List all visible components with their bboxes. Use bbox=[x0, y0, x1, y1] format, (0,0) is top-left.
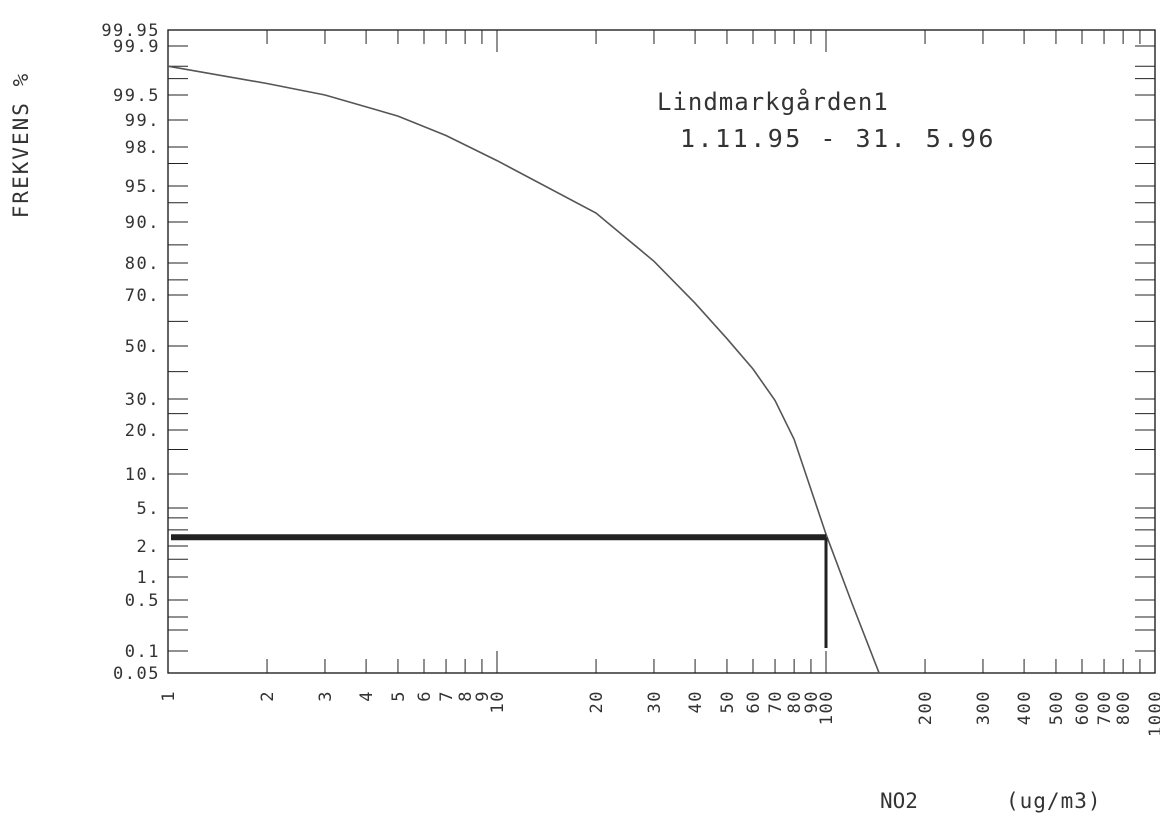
y-tick-label: 80. bbox=[125, 254, 160, 274]
x-tick-label: 1000 bbox=[1146, 690, 1160, 737]
y-tick-label: 2. bbox=[137, 537, 160, 557]
x-tick-label: 60 bbox=[744, 690, 764, 713]
y-tick-label: 0.5 bbox=[125, 591, 160, 611]
x-tick-label: 1 bbox=[159, 690, 179, 702]
x-tick-label: 6 bbox=[415, 690, 435, 702]
y-tick-label: 10. bbox=[125, 465, 160, 485]
x-tick-label: 20 bbox=[587, 690, 607, 713]
y-tick-label: 99.5 bbox=[113, 86, 160, 106]
x-tick-label: 400 bbox=[1015, 690, 1035, 725]
x-tick-label: 700 bbox=[1095, 690, 1115, 725]
x-tick-label: 100 bbox=[817, 690, 837, 725]
y-tick-label: 5. bbox=[137, 499, 160, 519]
y-tick-label: 90. bbox=[125, 213, 160, 233]
x-tick-label: 10 bbox=[488, 690, 508, 713]
y-tick-label: 50. bbox=[125, 337, 160, 357]
x-tick-label: 8 bbox=[456, 690, 476, 702]
y-tick-label: 1. bbox=[137, 568, 160, 588]
y-tick-label: 99. bbox=[125, 111, 160, 131]
plot-frame bbox=[167, 29, 1156, 674]
x-tick-label: 80 bbox=[785, 690, 805, 713]
chart-subtitle: 1.11.95 - 31. 5.96 bbox=[680, 124, 996, 153]
x-tick-label: 40 bbox=[686, 690, 706, 713]
y-tick-label: 30. bbox=[125, 390, 160, 410]
y-tick-label: 99.9 bbox=[113, 37, 160, 57]
y-tick-label: 0.05 bbox=[113, 664, 160, 684]
x-tick-label: 70 bbox=[766, 690, 786, 713]
x-tick-label: 90 bbox=[802, 690, 822, 713]
x-axis-title: NO2 bbox=[880, 789, 918, 813]
y-tick-label: 70. bbox=[125, 286, 160, 306]
x-tick-label: 2 bbox=[258, 690, 278, 702]
x-tick-label: 300 bbox=[974, 690, 994, 725]
x-tick-label: 500 bbox=[1047, 690, 1067, 725]
x-tick-label: 3 bbox=[316, 690, 336, 702]
x-axis-unit: (ug/m3) bbox=[1006, 789, 1102, 813]
y-tick-label: 20. bbox=[125, 421, 160, 441]
x-tick-label: 30 bbox=[645, 690, 665, 713]
x-tick-label: 7 bbox=[437, 690, 457, 702]
x-tick-label: 50 bbox=[718, 690, 738, 713]
y-tick-label: 95. bbox=[125, 177, 160, 197]
x-tick-label: 800 bbox=[1114, 690, 1134, 725]
x-tick-label: 600 bbox=[1073, 690, 1093, 725]
y-tick-label: 99.95 bbox=[101, 21, 160, 41]
frequency-curve bbox=[167, 65, 880, 674]
x-tick-label: 4 bbox=[357, 690, 377, 702]
chart-title: Lindmarkgården1 bbox=[657, 87, 889, 116]
x-tick-label: 5 bbox=[389, 690, 409, 702]
x-tick-label: 200 bbox=[916, 690, 936, 725]
x-tick-label: 9 bbox=[473, 690, 493, 702]
y-tick-label: 98. bbox=[125, 138, 160, 158]
y-tick-label: 0.1 bbox=[125, 642, 160, 662]
y-axis-title: FREKVENS % bbox=[9, 72, 33, 218]
